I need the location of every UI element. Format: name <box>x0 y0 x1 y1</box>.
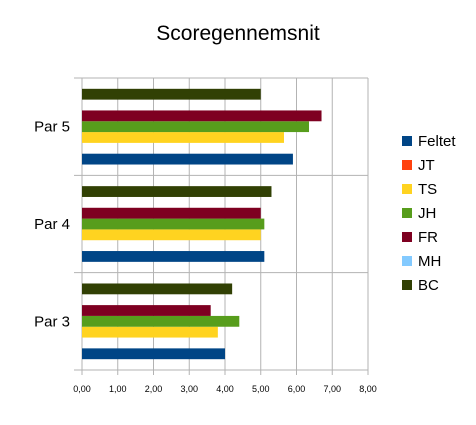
legend-swatch <box>402 232 412 242</box>
legend-label: JT <box>418 157 435 174</box>
chart-title: Scoregennemsnit <box>156 22 320 45</box>
x-tick-label: 4,00 <box>216 384 234 394</box>
bar-feltet <box>82 153 293 165</box>
x-tick-label: 1,00 <box>109 384 127 394</box>
legend-label: JH <box>418 205 436 222</box>
x-tick-label: 0,00 <box>73 384 91 394</box>
bar-fr <box>82 207 261 219</box>
y-category-label: Par 3 <box>34 313 70 330</box>
bar-ts <box>82 326 218 338</box>
bar-bc <box>82 88 261 100</box>
x-tick-label: 2,00 <box>145 384 163 394</box>
x-tick-label: 5,00 <box>252 384 270 394</box>
legend-label: FR <box>418 229 438 246</box>
bar-feltet <box>82 348 225 360</box>
y-category-label: Par 5 <box>34 119 70 136</box>
legend-swatch <box>402 136 412 146</box>
legend-label: TS <box>418 181 437 198</box>
legend-label: BC <box>418 277 439 294</box>
bar-bc <box>82 186 272 197</box>
bar-jh <box>82 218 265 230</box>
x-tick-label: 8,00 <box>359 384 377 394</box>
bar-fr <box>82 305 211 316</box>
legend-label: Feltet <box>418 133 456 150</box>
legend-swatch <box>402 256 412 266</box>
x-tick-label: 6,00 <box>288 384 306 394</box>
bar-fr <box>82 110 322 122</box>
legend-swatch <box>402 280 412 290</box>
x-tick-label: 3,00 <box>180 384 198 394</box>
bar-jh <box>82 315 240 327</box>
legend-label: MH <box>418 253 441 270</box>
bar-bc <box>82 283 233 295</box>
bar-feltet <box>82 251 265 262</box>
bar-ts <box>82 132 284 143</box>
legend-swatch <box>402 184 412 194</box>
bar-ts <box>82 229 261 241</box>
y-category-label: Par 4 <box>34 216 70 233</box>
x-tick-label: 7,00 <box>323 384 341 394</box>
legend-swatch <box>402 160 412 170</box>
bar-jh <box>82 121 310 133</box>
legend-swatch <box>402 208 412 218</box>
